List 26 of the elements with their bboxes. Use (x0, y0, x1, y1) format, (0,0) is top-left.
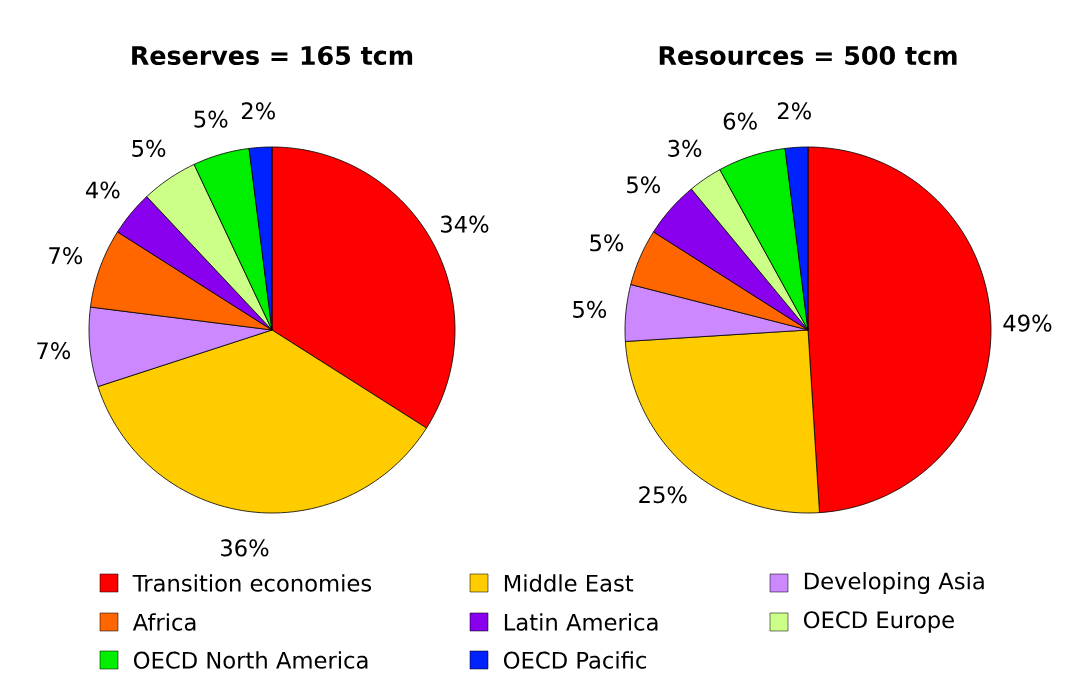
data-label: 5% (590, 234, 624, 252)
data-label: 7% (49, 247, 83, 265)
data-label: 2% (241, 102, 275, 120)
data-label: 5% (627, 176, 661, 194)
data-label: 5% (132, 139, 166, 157)
legend-label: Transition economies (132, 574, 372, 592)
legend-label: Middle East (504, 574, 634, 592)
data-label: 6% (723, 112, 757, 130)
data-label: 25% (639, 486, 687, 504)
chart-title: Reserves = 165 tcm (132, 45, 413, 66)
legend-label: Latin America (504, 613, 658, 631)
data-label: 5% (194, 110, 228, 128)
data-label: 2% (777, 102, 811, 120)
chart-title: Resources = 500 tcm (659, 45, 957, 66)
legend-label: Developing Asia (804, 572, 984, 594)
data-label: 36% (221, 539, 269, 557)
data-label: 49% (1003, 314, 1052, 332)
legend-label: Africa (132, 613, 196, 631)
legend-label: OECD North America (133, 651, 368, 669)
legend-label: OECD Pacific (503, 651, 647, 669)
data-label: 4% (85, 181, 120, 199)
data-label: 5% (573, 300, 607, 318)
data-label: 34% (440, 215, 489, 233)
legend-label: OECD Europe (803, 611, 954, 633)
data-label: 7% (37, 342, 71, 360)
data-label: 3% (668, 139, 702, 157)
